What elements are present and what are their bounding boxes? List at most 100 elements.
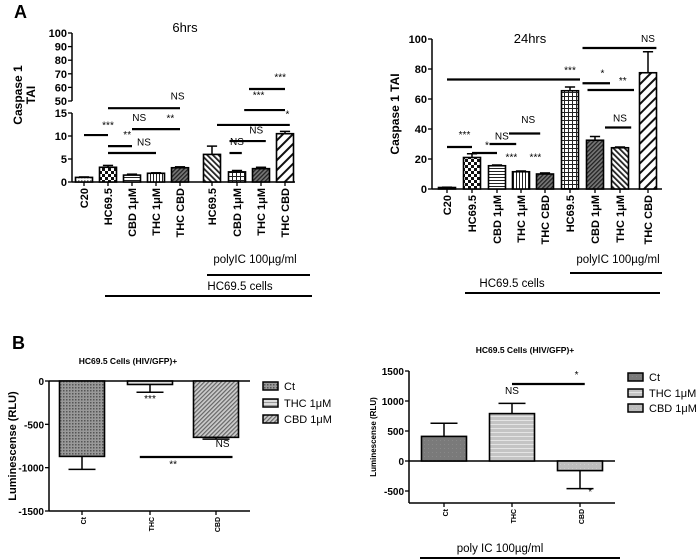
legend-label: THC 1μM (284, 398, 331, 410)
y-tick-label: 20 (415, 154, 427, 166)
category-label: THC 1μM (516, 195, 528, 243)
category-label: THC (149, 517, 156, 531)
significance-label: * (285, 110, 289, 121)
category-label: THC 1μM (615, 195, 627, 243)
bar-5 (202, 153, 222, 183)
significance-label: NS (613, 114, 627, 125)
y-tick-label: 0 (38, 377, 44, 388)
bar-8 (638, 71, 658, 190)
category-label: THC CBD (540, 195, 552, 245)
legend-swatch (627, 403, 644, 413)
significance-label: ** (619, 76, 627, 87)
significance-label: NS (641, 34, 655, 45)
chart-title: 6hrs (172, 20, 198, 35)
chart-3: 1500 1000 500 0 -500 Ct THC CBD * NS * HC69.5 Cells… (369, 345, 697, 559)
y-tick-label: 60 (55, 82, 67, 94)
significance-label: NS (230, 137, 244, 148)
y-tick-label: 15 (55, 108, 67, 120)
significance-label: * (485, 141, 489, 152)
significance-label: NS (216, 439, 230, 450)
y-axis-label: Caspase 1 TAI (388, 73, 402, 154)
legend-label: THC 1μM (649, 388, 696, 400)
category-label: HC69.5 (467, 195, 479, 232)
significance-label: NS (249, 126, 263, 137)
significance-label: *** (274, 73, 286, 84)
bar-2 (192, 380, 240, 439)
group-label: HC69.5 cells (207, 281, 272, 293)
category-label: CBD 1μM (590, 195, 602, 244)
significance-label: * (575, 370, 579, 381)
bar-6 (585, 139, 605, 190)
category-label: THC 1μM (151, 188, 163, 236)
legend-label: Ct (284, 381, 295, 393)
bar-4 (170, 166, 190, 183)
category-label: CBD 1μM (492, 195, 504, 244)
bar-0 (58, 380, 106, 458)
bar-0 (437, 186, 457, 190)
category-label: THC CBD (280, 188, 292, 238)
category-label: Ct (443, 508, 450, 516)
category-label: CBD 1μM (127, 188, 139, 237)
bar-8 (275, 132, 295, 183)
category-label: THC 1μM (256, 188, 268, 236)
y-tick-label: 100 (409, 34, 427, 46)
category-label: HC69.5 (207, 188, 219, 225)
y-tick-label: 90 (55, 42, 67, 54)
chart-title: HC69.5 Cells (HIV/GFP)+ (79, 356, 178, 366)
significance-label: *** (459, 130, 471, 141)
significance-label: NS (171, 92, 185, 103)
category-label: THC CBD (175, 188, 187, 238)
y-axis-label: Luminescense (RLU) (7, 391, 19, 501)
legend-label: Ct (649, 372, 660, 384)
y-tick-label: 80 (55, 55, 67, 67)
legend-swatch (262, 414, 279, 424)
y-tick-label: 60 (415, 94, 427, 106)
y-tick-label: 1000 (382, 397, 405, 408)
chart-1: 0 20 40 60 80 100 C20 HC69.5 CBD 1μM THC 1μM THC C… (388, 31, 662, 294)
group-label: polyIC 100µg/ml (576, 254, 659, 266)
bar-3 (146, 172, 166, 183)
significance-label: NS (137, 138, 151, 149)
panel-label-b: B (12, 333, 25, 353)
bar-1 (462, 156, 482, 190)
bar-2 (487, 164, 507, 190)
y-axis-label: Caspase 1TAI (11, 65, 38, 125)
y-tick-label: 0 (61, 177, 67, 189)
bar-7 (610, 146, 630, 190)
legend-swatch (627, 372, 644, 382)
bar-5 (560, 89, 580, 190)
category-label: CBD 1μM (232, 188, 244, 237)
significance-label: NS (132, 113, 146, 124)
y-tick-label: -500 (24, 420, 44, 431)
significance-label: ** (169, 460, 177, 471)
category-label: HC69.5 (103, 188, 115, 225)
bar-2 (556, 460, 604, 472)
significance-label: * (588, 487, 592, 498)
bar-6 (227, 171, 247, 183)
category-label: C20 (79, 188, 91, 208)
significance-label: *** (102, 121, 114, 132)
panel-label-a: A (14, 2, 27, 22)
significance-label: *** (530, 153, 542, 164)
category-label: HC69.5 (565, 195, 577, 232)
significance-label: ** (123, 130, 131, 141)
group-label: HC69.5 cells (479, 278, 544, 290)
significance-label: *** (144, 394, 156, 405)
significance-label: NS (495, 132, 509, 143)
significance-label: *** (506, 153, 518, 164)
legend-label: CBD 1μM (284, 414, 332, 426)
category-label: THC (511, 509, 518, 523)
category-label: THC CBD (643, 195, 655, 245)
y-tick-label: -1000 (18, 464, 44, 475)
bar-0 (74, 176, 94, 183)
bar-7 (251, 167, 271, 183)
chart-title: 24hrs (514, 31, 547, 46)
significance-label: ** (167, 114, 175, 125)
bar-1 (126, 380, 174, 386)
y-tick-label: 5 (61, 154, 67, 166)
y-tick-label: 50 (55, 96, 67, 108)
category-label: C20 (442, 195, 454, 215)
legend-label: CBD 1μM (649, 403, 697, 415)
